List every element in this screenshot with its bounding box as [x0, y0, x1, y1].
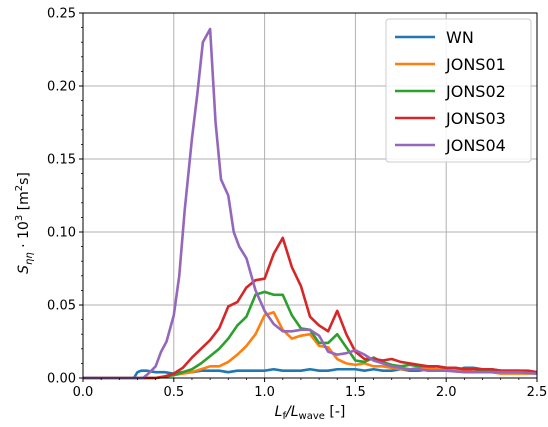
series-line-jons03	[83, 236, 538, 380]
legend-label-jons02: JONS02	[445, 82, 506, 101]
plot-frame	[82, 12, 538, 379]
x-tick-label: 1.5	[345, 385, 366, 400]
legend-label-jons01: JONS01	[445, 55, 506, 74]
x-tick-label: 2.0	[436, 385, 457, 400]
y-tick-label: 0.10	[47, 226, 76, 241]
legend-label-jons03: JONS03	[445, 109, 506, 128]
ticks-layer: 0.0 0.5 1.0 1.5 2.0 2.5 0.00 0.05 0.10 0.15 0.20 0.…	[47, 7, 547, 401]
series-layer	[83, 27, 538, 380]
x-tick-label: 2.5	[527, 385, 548, 400]
y-tick-label: 0.25	[47, 7, 76, 22]
axes-layer	[82, 12, 538, 379]
x-axis-label: Lf/Lwave [-]	[275, 404, 346, 422]
legend: WN JONS01 JONS02 JONS03 JONS04	[385, 18, 532, 163]
y-tick-label: 0.15	[47, 153, 76, 168]
series-line-jons04	[83, 27, 538, 380]
x-tick-label: 0.5	[163, 385, 184, 400]
x-tick-label: 1.0	[254, 385, 275, 400]
y-axis-label: Sηη · 103 [m2s]	[14, 172, 35, 274]
legend-label-jons04: JONS04	[445, 136, 506, 155]
y-tick-label: 0.05	[47, 299, 76, 314]
y-tick-label: 0.00	[47, 372, 76, 387]
y-tick-label: 0.20	[47, 80, 76, 95]
legend-frame	[385, 18, 532, 163]
x-tick-label: 0.0	[73, 385, 94, 400]
legend-label-wn: WN	[446, 28, 474, 47]
